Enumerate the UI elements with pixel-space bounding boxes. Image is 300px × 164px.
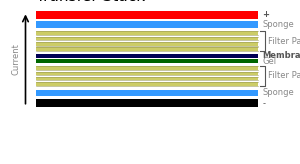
Bar	[36, 77, 258, 80]
Text: Current: Current	[11, 43, 20, 75]
Text: -: -	[262, 99, 266, 108]
Bar	[36, 47, 258, 51]
Text: Membrane: Membrane	[262, 51, 300, 60]
Bar	[36, 82, 258, 86]
Text: Gel: Gel	[262, 57, 277, 65]
Bar	[36, 59, 258, 63]
Bar	[36, 99, 258, 107]
Bar	[36, 90, 258, 96]
Text: Filter Paper: Filter Paper	[268, 37, 300, 46]
Bar	[36, 11, 258, 19]
Text: Transfer Stack: Transfer Stack	[36, 0, 145, 4]
Bar	[36, 66, 258, 70]
Text: Sponge: Sponge	[262, 20, 294, 29]
Bar	[36, 37, 258, 40]
Bar	[36, 42, 258, 46]
Bar	[36, 31, 258, 35]
Text: Sponge: Sponge	[262, 88, 294, 97]
Bar	[36, 21, 258, 28]
Text: +: +	[262, 10, 269, 19]
Bar	[36, 72, 258, 75]
Bar	[36, 54, 258, 58]
Text: Filter Paper: Filter Paper	[268, 72, 300, 80]
